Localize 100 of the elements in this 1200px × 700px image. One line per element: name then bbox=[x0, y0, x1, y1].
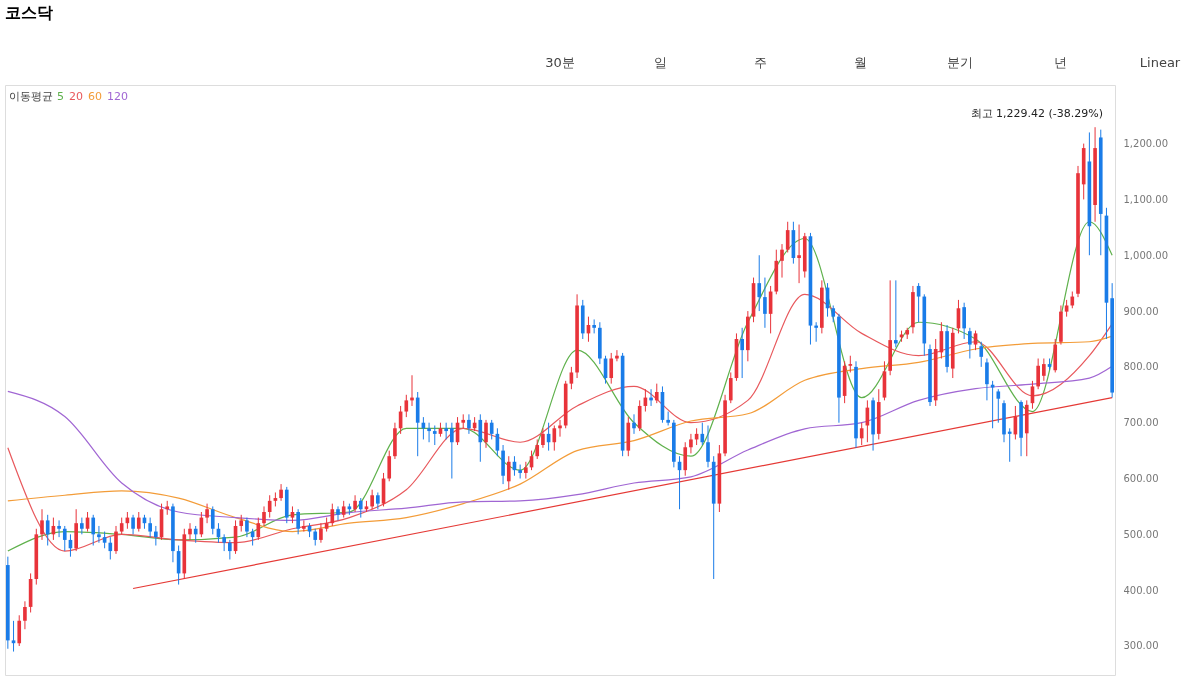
candlestick bbox=[615, 349, 619, 362]
text: 30분 bbox=[545, 55, 575, 70]
candlestick bbox=[245, 517, 249, 538]
legend-title: 이동평균 bbox=[9, 90, 53, 103]
candlestick bbox=[706, 424, 710, 468]
candlestick bbox=[609, 352, 614, 385]
y-tick-label: 600.00 bbox=[1123, 473, 1159, 485]
candlestick bbox=[330, 503, 335, 527]
candlestick bbox=[279, 483, 283, 502]
candlestick bbox=[757, 254, 762, 312]
candlestick bbox=[91, 514, 96, 546]
candlestick bbox=[962, 302, 966, 340]
candlestick bbox=[205, 503, 209, 524]
candlestick bbox=[188, 522, 192, 541]
candlestick bbox=[683, 441, 688, 477]
candlestick bbox=[979, 341, 984, 368]
y-tick-label: 500.00 bbox=[1123, 528, 1159, 540]
candlestick bbox=[859, 422, 864, 446]
candlestick bbox=[450, 422, 454, 480]
candlestick bbox=[1007, 427, 1012, 463]
candlestick bbox=[541, 427, 545, 449]
y-tick-label: 800.00 bbox=[1123, 361, 1159, 373]
candlestick bbox=[131, 514, 135, 535]
candlestick bbox=[1042, 358, 1046, 382]
candlestick bbox=[780, 243, 784, 279]
candlestick bbox=[427, 422, 431, 443]
candlestick bbox=[763, 277, 767, 329]
candlestick bbox=[154, 525, 158, 546]
candlestick bbox=[23, 600, 27, 630]
candlestick bbox=[467, 413, 471, 435]
candlestick bbox=[990, 380, 995, 429]
candlestick bbox=[814, 321, 818, 343]
candlestick bbox=[728, 371, 733, 404]
text: Linear bbox=[1139, 55, 1181, 70]
y-tick-label: 900.00 bbox=[1123, 305, 1159, 317]
candlestick bbox=[489, 419, 494, 440]
candlestick bbox=[370, 489, 374, 510]
candlestick bbox=[506, 455, 511, 491]
candlestick bbox=[700, 422, 705, 446]
candlestick bbox=[267, 494, 272, 519]
text: 120 bbox=[107, 90, 128, 103]
y-tick-label: 1,000.00 bbox=[1123, 249, 1169, 261]
candlestick bbox=[353, 494, 357, 513]
candlestick bbox=[996, 388, 1001, 424]
candlestick bbox=[797, 224, 801, 284]
text: 5 bbox=[57, 90, 64, 103]
line-series bbox=[7, 221, 1113, 552]
text: 월 bbox=[853, 55, 867, 70]
candlestick bbox=[114, 525, 118, 555]
candlestick bbox=[484, 419, 488, 449]
candlestick bbox=[97, 525, 101, 544]
chart-title: 코스닥 bbox=[5, 3, 53, 22]
candlestick bbox=[228, 539, 232, 560]
y-tick-label: 1,100.00 bbox=[1123, 193, 1169, 205]
candlestick bbox=[296, 508, 300, 535]
candlestick bbox=[478, 413, 483, 463]
text: 60 bbox=[88, 90, 102, 103]
text: 주 bbox=[753, 55, 767, 70]
line-series bbox=[7, 293, 1113, 552]
annotation: 최고 1,229.42 (-38.29%) bbox=[970, 107, 1104, 121]
candlestick bbox=[210, 505, 215, 535]
candlestick bbox=[632, 413, 636, 435]
y-tick-label: 1,200.00 bbox=[1123, 138, 1169, 150]
y-tick-label: 400.00 bbox=[1123, 584, 1159, 596]
candlestick bbox=[894, 279, 898, 348]
text: 분기 bbox=[947, 55, 973, 70]
y-tick-label: 300.00 bbox=[1123, 640, 1159, 652]
candlestick bbox=[558, 419, 562, 438]
candlestick bbox=[689, 433, 693, 454]
candlestick bbox=[45, 514, 50, 546]
candlestick bbox=[535, 438, 540, 460]
candlestick bbox=[1036, 358, 1040, 390]
candlestick bbox=[358, 497, 363, 519]
candlestick bbox=[387, 450, 392, 482]
candlestick bbox=[108, 536, 113, 560]
candlestick bbox=[785, 221, 790, 253]
candlestick bbox=[62, 525, 67, 552]
text: 20 bbox=[69, 90, 83, 103]
line-series bbox=[7, 335, 1113, 533]
candlestick bbox=[336, 505, 340, 521]
candlestick bbox=[432, 424, 437, 446]
candlestick bbox=[17, 614, 22, 647]
candlestick bbox=[968, 327, 972, 360]
candlestick bbox=[637, 399, 642, 432]
text: 일 bbox=[653, 55, 667, 70]
line-series bbox=[7, 365, 1113, 521]
candlestick bbox=[319, 522, 323, 544]
candlestick bbox=[11, 620, 16, 653]
candlestick bbox=[40, 508, 44, 541]
candlestick bbox=[148, 517, 152, 538]
text: 년 bbox=[1053, 55, 1067, 70]
candlestick bbox=[654, 383, 659, 404]
candlestick bbox=[985, 358, 989, 401]
candlestick bbox=[57, 519, 61, 538]
candlestick bbox=[740, 327, 744, 379]
candlestick bbox=[262, 505, 266, 527]
y-tick-label: 700.00 bbox=[1123, 417, 1159, 429]
candlestick bbox=[552, 424, 557, 452]
candlestick bbox=[404, 394, 409, 418]
candlestick bbox=[136, 511, 141, 533]
